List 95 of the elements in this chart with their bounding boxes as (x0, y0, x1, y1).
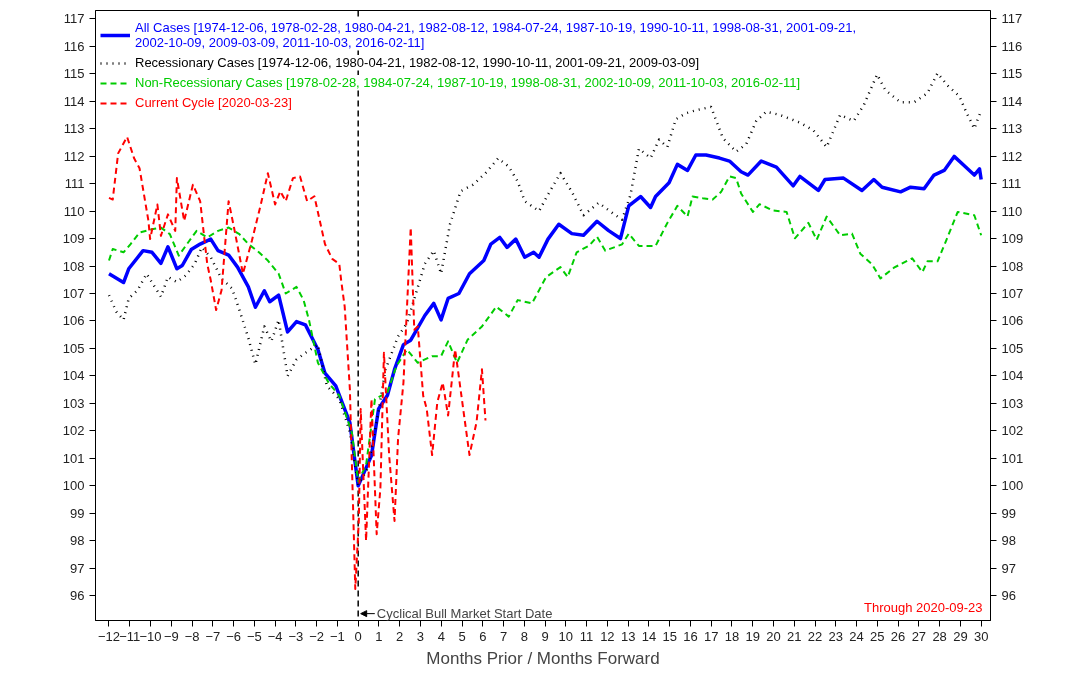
y2-tick-label: 103 (1001, 395, 1024, 411)
x-tick-label: 22 (807, 628, 823, 644)
y-tick-label: 97 (70, 560, 85, 576)
y2-tick-label: 111 (1001, 176, 1022, 192)
x-tick-label: 4 (437, 628, 445, 644)
y-tick-label: 103 (62, 395, 85, 411)
y-tick-label: 99 (70, 505, 85, 521)
x-tick-label: 0 (354, 628, 362, 644)
y-tick-label: 105 (62, 340, 85, 356)
x-tick-label: −4 (267, 628, 283, 644)
y-tick-label: 109 (62, 231, 85, 247)
x-tick-label: 17 (703, 628, 719, 644)
legend-label: Current Cycle [2020-03-23] (135, 95, 292, 110)
annotation: Through 2020-09-23 (863, 599, 983, 615)
x-tick-label: 11 (579, 628, 594, 644)
x-tick-label: 16 (683, 628, 698, 644)
x-tick-label: −10 (139, 628, 162, 644)
ref-line-label: Cyclical Bull Market Start Date (376, 606, 553, 622)
y2-tick-label: 108 (1001, 258, 1024, 274)
y2-tick-label: 104 (1001, 368, 1024, 384)
y2-tick-label: 99 (1001, 505, 1016, 521)
y2-tick-label: 98 (1001, 533, 1016, 549)
y-tick-label: 101 (62, 450, 85, 466)
x-tick-label: −8 (184, 628, 200, 644)
y-tick-label: 108 (62, 258, 85, 274)
x-tick-label: 30 (973, 628, 989, 644)
legend-label: Recessionary Cases [1974-12-06, 1980-04-21, 1982-08-12, 1990-10-11, 2001-09-21, 2009-03-09] (135, 55, 700, 70)
x-tick-label: 18 (724, 628, 740, 644)
y-tick-label: 107 (62, 286, 85, 302)
y2-tick-label: 109 (1001, 231, 1024, 247)
y-tick-label: 111 (64, 176, 85, 192)
x-tick-label: 23 (828, 628, 844, 644)
y2-tick-label: 106 (1001, 313, 1024, 329)
y2-tick-label: 114 (1001, 93, 1023, 109)
x-tick-label: −3 (288, 628, 304, 644)
x-tick-label: 29 (953, 628, 968, 644)
legend-label: Non-Recessionary Cases [1978-02-28, 1984-07-24, 1987-10-19, 1998-08-31, 2002-10-09, 2011-10-03, 2016-02-11] (135, 75, 801, 90)
y-tick-label: 116 (63, 38, 85, 54)
y-tick-label: 115 (63, 66, 85, 82)
x-tick-label: 5 (458, 628, 466, 644)
x-tick-label: 1 (375, 628, 383, 644)
legend-label: All Cases [1974-12-06, 1978-02-28, 1980-04-21, 1982-08-12, 1984-07-24, 1987-10-19, 1990-10-11, 1998-08-31, 2001-09-21, 2002-10-09, 2009-03-09, 2011-10-03, 2016-02-11] (135, 20, 857, 50)
x-tick-label: 3 (416, 628, 425, 644)
x-tick-label: −5 (246, 628, 262, 644)
x-tick-label: 28 (932, 628, 947, 644)
y-tick-label: 100 (62, 478, 85, 494)
x-tick-label: −12 (97, 628, 121, 644)
x-tick-label: −9 (163, 628, 179, 644)
x-tick-label: 20 (766, 628, 781, 644)
x-axis-title: Months Prior / Months Forward (426, 648, 660, 668)
y-tick-label: 102 (62, 423, 85, 439)
y-tick-label: 113 (63, 121, 85, 137)
x-tick-label: −7 (205, 628, 221, 644)
line-series (108, 135, 487, 590)
x-tick-label: 6 (479, 628, 487, 644)
y-tick-label: 98 (70, 533, 85, 549)
x-tick-label: −2 (309, 628, 325, 644)
x-tick-label: 7 (499, 628, 508, 644)
y2-tick-label: 101 (1001, 450, 1024, 466)
y2-tick-label: 96 (1001, 588, 1016, 604)
y2-tick-label: 110 (1001, 203, 1023, 219)
x-tick-label: 8 (520, 628, 528, 644)
x-tick-label: 10 (558, 628, 574, 644)
y-tick-label: 112 (63, 148, 85, 164)
x-tick-label: 12 (600, 628, 615, 644)
x-tick-label: 27 (911, 628, 927, 644)
x-tick-label: 19 (745, 628, 760, 644)
y2-tick-label: 97 (1001, 560, 1016, 576)
x-tick-label: −1 (330, 628, 345, 644)
y2-tick-label: 100 (1001, 478, 1024, 494)
x-tick-label: 25 (870, 628, 885, 644)
y-tick-label: 106 (62, 313, 85, 329)
x-tick-label: −6 (226, 628, 242, 644)
x-tick-label: 21 (787, 628, 802, 644)
y2-tick-label: 116 (1001, 38, 1023, 54)
y2-tick-label: 115 (1001, 66, 1023, 82)
x-tick-label: 26 (890, 628, 906, 644)
x-tick-label: 13 (620, 628, 636, 644)
x-tick-label: 15 (662, 628, 677, 644)
y2-tick-label: 105 (1001, 340, 1024, 356)
y2-tick-label: 102 (1001, 423, 1024, 439)
y-tick-label: 104 (62, 368, 85, 384)
y2-tick-label: 107 (1001, 286, 1024, 302)
y-tick-label: 96 (70, 588, 85, 604)
x-tick-label: 9 (541, 628, 549, 644)
y-tick-label: 110 (63, 203, 85, 219)
x-tick-label: 24 (849, 628, 864, 644)
y2-tick-label: 113 (1001, 121, 1023, 137)
y2-tick-label: 112 (1001, 148, 1023, 164)
x-tick-label: 2 (396, 628, 404, 644)
y-tick-label: 114 (63, 93, 85, 109)
y-tick-label: 117 (63, 11, 85, 27)
x-tick-label: 14 (641, 628, 657, 644)
y2-tick-label: 117 (1001, 11, 1023, 27)
x-tick-label: −11 (119, 628, 141, 644)
